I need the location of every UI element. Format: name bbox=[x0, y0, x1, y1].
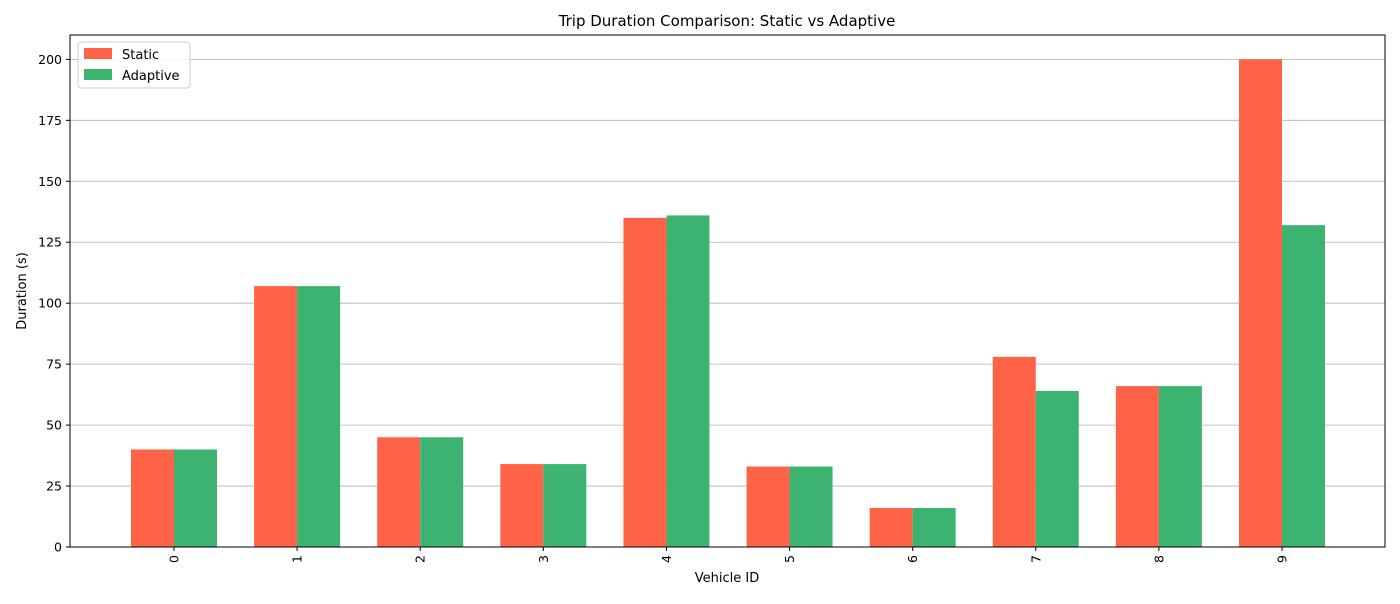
x-tick-label: 4 bbox=[659, 555, 674, 563]
bar-adaptive bbox=[174, 449, 217, 547]
bar-static bbox=[992, 356, 1036, 547]
bar-static bbox=[377, 437, 421, 547]
y-tick-label: 25 bbox=[46, 479, 62, 494]
bar-adaptive bbox=[1282, 225, 1325, 547]
bar-static bbox=[1239, 59, 1282, 547]
x-tick-label: 7 bbox=[1028, 555, 1043, 563]
plot-frame bbox=[69, 34, 1386, 548]
y-axis-ticks: 0 25 50 75 100 125 150 175 200 bbox=[38, 52, 70, 555]
y-tick-label: 0 bbox=[54, 540, 62, 555]
x-tick-label: 8 bbox=[1151, 555, 1166, 563]
chart-title: Trip Duration Comparison: Static vs Adap… bbox=[558, 12, 896, 30]
bars bbox=[131, 59, 1325, 547]
bar-adaptive bbox=[1035, 390, 1079, 547]
y-tick-label: 150 bbox=[38, 174, 62, 189]
legend-label-adaptive: Adaptive bbox=[122, 69, 180, 84]
bar-static bbox=[746, 466, 790, 547]
x-tick-label: 5 bbox=[782, 555, 797, 563]
y-tick-label: 175 bbox=[38, 113, 62, 128]
legend-swatch-static bbox=[84, 48, 112, 59]
bar-static bbox=[1115, 386, 1159, 547]
bar-static bbox=[254, 286, 298, 547]
x-axis-label: Vehicle ID bbox=[695, 571, 759, 586]
legend-swatch-adaptive bbox=[84, 69, 112, 80]
bar-adaptive bbox=[1158, 386, 1202, 547]
legend-label-static: Static bbox=[122, 48, 159, 63]
x-tick-label: 9 bbox=[1275, 555, 1290, 563]
x-tick-label: 3 bbox=[536, 555, 551, 563]
x-tick-label: 0 bbox=[167, 555, 182, 563]
x-axis-ticks: 0 1 2 3 4 5 6 7 8 9 bbox=[167, 547, 1290, 563]
x-tick-label: 1 bbox=[290, 555, 305, 563]
y-tick-label: 100 bbox=[38, 296, 62, 311]
y-tick-label: 200 bbox=[38, 52, 62, 67]
y-tick-label: 75 bbox=[46, 357, 62, 372]
y-axis-label: Duration (s) bbox=[15, 252, 30, 330]
bar-static bbox=[869, 507, 913, 547]
bar-adaptive bbox=[789, 466, 833, 547]
bar-adaptive bbox=[297, 286, 341, 547]
bar-adaptive bbox=[912, 507, 956, 547]
legend: Static Adaptive bbox=[77, 41, 191, 89]
bar-adaptive bbox=[420, 437, 464, 547]
x-tick-label: 6 bbox=[905, 555, 920, 563]
y-tick-label: 50 bbox=[46, 418, 62, 433]
bar-adaptive bbox=[666, 215, 710, 547]
x-tick-label: 2 bbox=[413, 555, 428, 563]
bar-static bbox=[623, 217, 667, 547]
bar-static bbox=[131, 449, 174, 547]
y-tick-label: 125 bbox=[38, 235, 62, 250]
bar-adaptive bbox=[543, 464, 587, 547]
bar-static bbox=[500, 464, 544, 547]
